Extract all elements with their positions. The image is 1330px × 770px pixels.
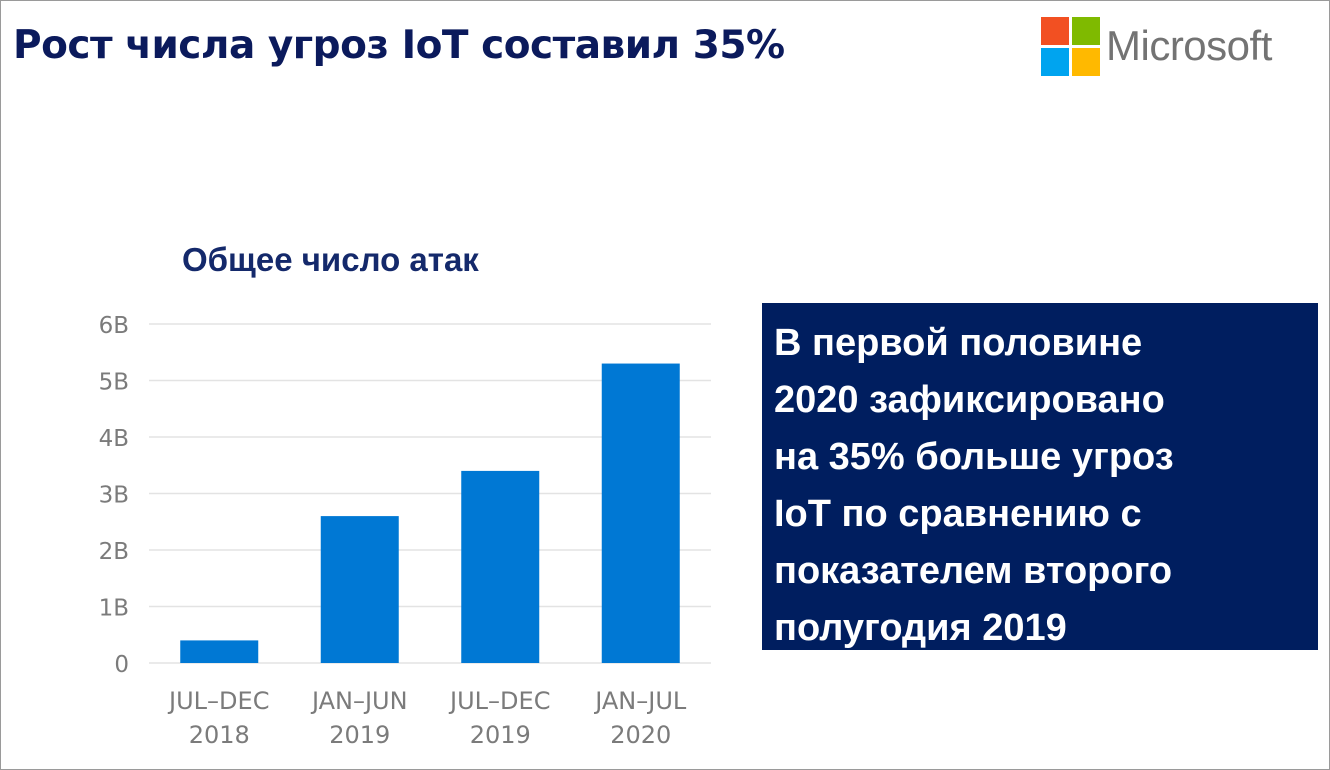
callout-box: В первой половине 2020 зафиксировано на … bbox=[762, 303, 1318, 650]
chart-title: Общее число атак bbox=[182, 241, 479, 278]
y-tick-label: 3B bbox=[99, 483, 129, 509]
x-tick-label: 2019 bbox=[329, 721, 390, 749]
page-title: Рост числа угроз IoT составил 35% bbox=[13, 23, 785, 68]
y-tick-label: 1B bbox=[99, 596, 129, 622]
y-tick-label: 6B bbox=[99, 313, 129, 339]
logo-square-green bbox=[1072, 16, 1100, 45]
x-tick-label: JUL–DEC bbox=[167, 687, 269, 715]
logo-square-yellow bbox=[1072, 47, 1100, 76]
bar-chart: 0 1B 2B 3B 4B 5B 6B JUL–DEC 2018 JAN–JUN 2019 JUL–D… bbox=[99, 313, 711, 749]
y-tick-label: 2B bbox=[99, 539, 129, 565]
x-tick-label: JAN–JUN bbox=[310, 687, 408, 715]
x-tick-label: JUL–DEC bbox=[448, 687, 550, 715]
x-tick-label: 2018 bbox=[189, 721, 250, 749]
bar bbox=[601, 363, 680, 663]
bar bbox=[180, 640, 259, 663]
y-tick-label: 5B bbox=[99, 370, 129, 396]
logo-square-red bbox=[1041, 16, 1069, 45]
bar bbox=[461, 470, 540, 663]
x-tick-label: 2020 bbox=[610, 721, 671, 749]
y-tick-label: 4B bbox=[99, 426, 129, 452]
logo-text: Microsoft bbox=[1106, 22, 1272, 69]
callout-text: В первой половине 2020 зафиксировано на … bbox=[774, 322, 1174, 649]
bar bbox=[320, 516, 399, 663]
x-tick-label: 2019 bbox=[470, 721, 531, 749]
microsoft-logo: Microsoft bbox=[1041, 16, 1272, 76]
x-tick-label: JAN–JUL bbox=[593, 687, 687, 715]
windows-logo-icon bbox=[1041, 16, 1100, 76]
y-tick-label: 0 bbox=[114, 652, 129, 678]
logo-square-blue bbox=[1041, 47, 1069, 76]
